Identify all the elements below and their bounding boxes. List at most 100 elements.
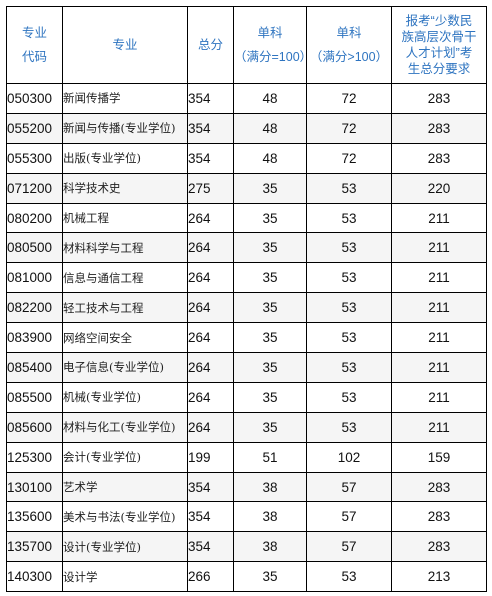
cell-single-gt100: 57 (306, 501, 392, 533)
cell-major: 新闻传播学 (62, 83, 188, 114)
cell-major: 机械工程 (62, 202, 188, 234)
cell-single-100: 38 (233, 501, 307, 533)
cell-total: 266 (187, 561, 234, 593)
cell-total: 354 (187, 112, 234, 144)
cell-single-gt100: 53 (306, 262, 392, 294)
cell-single-gt100: 53 (306, 202, 392, 234)
cell-total: 264 (187, 232, 234, 264)
cell-minority-requirement: 283 (391, 501, 487, 533)
table-header: 专业 代码 专业 总分 单科 （满分=100） 单科 （满分>100） 报考“少… (6, 6, 487, 84)
cell-code: 055300 (6, 142, 63, 174)
cell-minority-requirement: 283 (391, 471, 487, 503)
cell-code: 050300 (6, 83, 63, 114)
score-requirements-table: 专业 代码 专业 总分 单科 （满分=100） 单科 （满分>100） 报考“少… (6, 6, 487, 593)
cell-code: 055200 (6, 112, 63, 144)
cell-major: 出版(专业学位) (62, 142, 188, 174)
header-single-gt100-line2: （满分>100） (309, 50, 389, 64)
cell-minority-requirement: 211 (391, 202, 487, 234)
cell-total: 264 (187, 381, 234, 413)
cell-single-100: 35 (233, 172, 307, 204)
table-row: 140300 设计学 266 35 53 213 (6, 561, 487, 593)
table-row: 083900 网络空间安全 264 35 53 211 (6, 322, 487, 354)
cell-major: 艺术学 (62, 471, 188, 503)
cell-total: 264 (187, 352, 234, 383)
cell-code: 080200 (6, 202, 63, 234)
cell-single-gt100: 57 (306, 531, 392, 563)
header-single-100-line1: 单科 (257, 26, 283, 40)
header-req-line3: 人才计划”考 (405, 46, 473, 60)
cell-minority-requirement: 283 (391, 83, 487, 114)
header-single-100: 单科 （满分=100） (233, 6, 307, 84)
cell-code: 085400 (6, 352, 63, 383)
header-minority-requirement: 报考“少数民 族高层次骨干 人才计划”考 生总分要求 (391, 6, 487, 84)
cell-single-gt100: 53 (306, 352, 392, 383)
header-code-line1: 专业 (21, 26, 47, 40)
table-row: 130100 艺术学 354 38 57 283 (6, 471, 487, 503)
cell-major: 新闻与传播(专业学位) (62, 112, 188, 144)
cell-major: 网络空间安全 (62, 322, 188, 354)
cell-single-gt100: 72 (306, 142, 392, 174)
cell-single-gt100: 53 (306, 292, 392, 324)
cell-total: 354 (187, 531, 234, 563)
header-req-line2: 族高层次骨干 (401, 30, 477, 44)
table-row: 135600 美术与书法(专业学位) 354 38 57 283 (6, 501, 487, 533)
cell-total: 264 (187, 411, 234, 443)
cell-total: 264 (187, 262, 234, 294)
table-row: 080500 材料科学与工程 264 35 53 211 (6, 232, 487, 264)
cell-single-gt100: 53 (306, 172, 392, 204)
header-single-100-line2: （满分=100） (234, 50, 307, 64)
table-row: 081000 信息与通信工程 264 35 53 211 (6, 262, 487, 294)
table-row: 085500 机械(专业学位) 264 35 53 211 (6, 381, 487, 413)
cell-minority-requirement: 283 (391, 531, 487, 563)
cell-code: 071200 (6, 172, 63, 204)
cell-major: 科学技术史 (62, 172, 188, 204)
cell-code: 081000 (6, 262, 63, 294)
cell-single-gt100: 53 (306, 232, 392, 264)
cell-minority-requirement: 283 (391, 142, 487, 174)
cell-code: 130100 (6, 471, 63, 503)
cell-total: 264 (187, 292, 234, 324)
cell-total: 275 (187, 172, 234, 204)
cell-code: 085500 (6, 381, 63, 413)
table-row: 071200 科学技术史 275 35 53 220 (6, 172, 487, 204)
cell-major: 美术与书法(专业学位) (62, 501, 188, 533)
cell-minority-requirement: 211 (391, 381, 487, 413)
header-req-line1: 报考“少数民 (405, 14, 473, 28)
header-single-gt100: 单科 （满分>100） (306, 6, 392, 84)
cell-minority-requirement: 283 (391, 112, 487, 144)
cell-single-100: 35 (233, 411, 307, 443)
cell-single-100: 35 (233, 262, 307, 294)
cell-single-gt100: 53 (306, 381, 392, 413)
header-major: 专业 (62, 6, 188, 84)
table-row: 055300 出版(专业学位) 354 48 72 283 (6, 142, 487, 174)
header-code: 专业 代码 (6, 6, 63, 84)
header-req-line4: 生总分要求 (407, 62, 471, 76)
cell-total: 354 (187, 142, 234, 174)
cell-major: 机械(专业学位) (62, 381, 188, 413)
cell-single-100: 35 (233, 381, 307, 413)
header-row: 专业 代码 专业 总分 单科 （满分=100） 单科 （满分>100） 报考“少… (6, 6, 487, 84)
cell-single-100: 48 (233, 83, 307, 114)
cell-minority-requirement: 159 (391, 441, 487, 473)
cell-minority-requirement: 211 (391, 232, 487, 264)
cell-minority-requirement: 211 (391, 262, 487, 294)
cell-minority-requirement: 220 (391, 172, 487, 204)
cell-single-100: 51 (233, 441, 307, 473)
cell-code: 082200 (6, 292, 63, 324)
cell-major: 材料与化工(专业学位) (62, 411, 188, 443)
cell-single-100: 48 (233, 112, 307, 144)
table-row: 125300 会计(专业学位) 199 51 102 159 (6, 441, 487, 473)
cell-total: 354 (187, 471, 234, 503)
cell-single-100: 48 (233, 142, 307, 174)
cell-code: 085600 (6, 411, 63, 443)
cell-single-100: 35 (233, 561, 307, 593)
cell-single-100: 38 (233, 531, 307, 563)
cell-code: 125300 (6, 441, 63, 473)
table-row: 050300 新闻传播学 354 48 72 283 (6, 83, 487, 114)
cell-total: 354 (187, 501, 234, 533)
cell-minority-requirement: 211 (391, 411, 487, 443)
cell-major: 设计学 (62, 561, 188, 593)
cell-single-gt100: 72 (306, 112, 392, 144)
table-row: 085600 材料与化工(专业学位) 264 35 53 211 (6, 411, 487, 443)
cell-minority-requirement: 213 (391, 561, 487, 593)
